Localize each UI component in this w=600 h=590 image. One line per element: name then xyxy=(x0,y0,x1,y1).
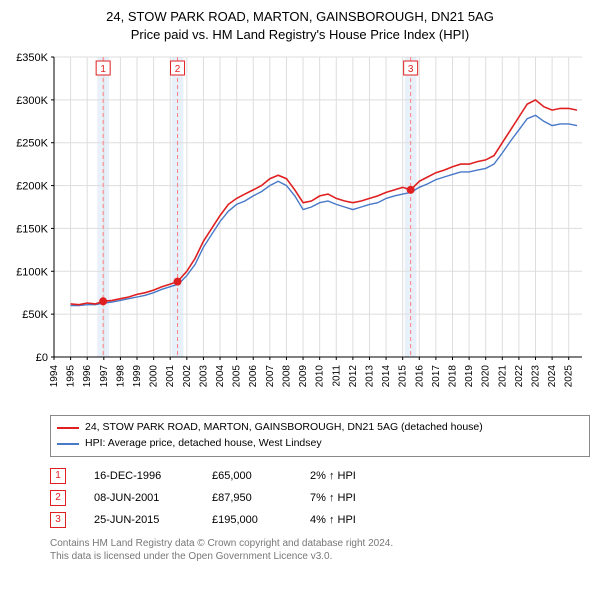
legend-swatch xyxy=(57,427,79,429)
title-line-1: 24, STOW PARK ROAD, MARTON, GAINSBOROUGH… xyxy=(10,8,590,26)
footer-line-1: Contains HM Land Registry data © Crown c… xyxy=(50,537,590,551)
event-marker-num: 1 xyxy=(100,64,106,75)
event-point xyxy=(174,278,182,286)
x-tick-label: 1995 xyxy=(66,365,77,388)
y-tick-label: £200K xyxy=(16,181,48,193)
event-row: 3 25-JUN-2015 £195,000 4% ↑ HPI xyxy=(50,509,590,531)
events-table: 1 16-DEC-1996 £65,000 2% ↑ HPI 2 08-JUN-2001 £… xyxy=(50,465,590,531)
x-tick-label: 2021 xyxy=(497,365,508,388)
x-tick-label: 2024 xyxy=(547,365,558,388)
x-tick-label: 2007 xyxy=(265,365,276,388)
event-row-marker: 3 xyxy=(50,512,66,528)
event-row-price: £195,000 xyxy=(212,509,282,531)
event-row-pct: 2% ↑ HPI xyxy=(310,465,380,487)
x-tick-label: 2009 xyxy=(298,365,309,388)
event-row-price: £65,000 xyxy=(212,465,282,487)
event-row-pct: 4% ↑ HPI xyxy=(310,509,380,531)
x-tick-label: 1994 xyxy=(49,365,60,388)
y-tick-label: £350K xyxy=(16,52,48,64)
x-tick-label: 2012 xyxy=(348,365,359,388)
footer-line-2: This data is licensed under the Open Gov… xyxy=(50,550,590,564)
y-tick-label: £300K xyxy=(16,95,48,107)
x-tick-label: 2010 xyxy=(315,365,326,388)
x-tick-label: 1998 xyxy=(115,365,126,388)
x-tick-label: 2022 xyxy=(514,365,525,388)
x-tick-label: 2014 xyxy=(381,365,392,388)
y-tick-label: £250K xyxy=(16,138,48,150)
event-marker-num: 3 xyxy=(408,64,414,75)
x-tick-label: 2004 xyxy=(215,365,226,388)
chart-svg: 1 2 3 £0 £50K £100K £150K £200K £250K £300K £350K 1… xyxy=(10,49,590,409)
legend-row: 24, STOW PARK ROAD, MARTON, GAINSBOROUGH… xyxy=(57,420,583,436)
x-tick-label: 1997 xyxy=(99,365,110,388)
x-tick-label: 2005 xyxy=(232,365,243,388)
chart-area: 1 2 3 £0 £50K £100K £150K £200K £250K £300K £350K 1… xyxy=(10,49,590,409)
event-row-date: 08-JUN-2001 xyxy=(94,487,184,509)
legend-swatch xyxy=(57,443,79,445)
event-point xyxy=(99,297,107,305)
legend-row: HPI: Average price, detached house, West… xyxy=(57,436,583,452)
event-row: 1 16-DEC-1996 £65,000 2% ↑ HPI xyxy=(50,465,590,487)
x-tick-label: 2002 xyxy=(182,365,193,388)
legend-label: HPI: Average price, detached house, West… xyxy=(85,436,322,452)
x-tick-label: 2006 xyxy=(248,365,259,388)
y-tick-label: £50K xyxy=(22,309,48,321)
x-tick-label: 2020 xyxy=(481,365,492,388)
legend: 24, STOW PARK ROAD, MARTON, GAINSBOROUGH… xyxy=(50,415,590,457)
event-row-date: 25-JUN-2015 xyxy=(94,509,184,531)
x-tick-label: 2018 xyxy=(447,365,458,388)
x-tick-label: 1996 xyxy=(82,365,93,388)
x-tick-label: 2013 xyxy=(364,365,375,388)
x-tick-label: 2011 xyxy=(331,365,342,387)
x-tick-label: 2016 xyxy=(414,365,425,388)
event-row-marker: 2 xyxy=(50,490,66,506)
x-tick-label: 2000 xyxy=(149,365,160,388)
y-tick-label: £100K xyxy=(16,266,48,278)
x-tick-label: 2001 xyxy=(165,365,176,388)
event-row-pct: 7% ↑ HPI xyxy=(310,487,380,509)
event-row: 2 08-JUN-2001 £87,950 7% ↑ HPI xyxy=(50,487,590,509)
footer-note: Contains HM Land Registry data © Crown c… xyxy=(50,537,590,564)
event-point xyxy=(407,186,415,194)
legend-label: 24, STOW PARK ROAD, MARTON, GAINSBOROUGH… xyxy=(85,420,483,436)
x-tick-label: 1999 xyxy=(132,365,143,388)
x-tick-label: 2008 xyxy=(281,365,292,388)
event-row-marker: 1 xyxy=(50,468,66,484)
chart-title-block: 24, STOW PARK ROAD, MARTON, GAINSBOROUGH… xyxy=(10,8,590,43)
y-tick-label: £0 xyxy=(36,352,48,364)
x-tick-label: 2023 xyxy=(531,365,542,388)
x-tick-label: 2015 xyxy=(398,365,409,388)
x-tick-label: 2003 xyxy=(198,365,209,388)
event-marker-num: 2 xyxy=(175,64,181,75)
event-row-date: 16-DEC-1996 xyxy=(94,465,184,487)
x-tick-label: 2025 xyxy=(564,365,575,388)
x-tick-label: 2017 xyxy=(431,365,442,388)
event-row-price: £87,950 xyxy=(212,487,282,509)
title-line-2: Price paid vs. HM Land Registry's House … xyxy=(10,26,590,44)
y-tick-label: £150K xyxy=(16,224,48,236)
x-tick-label: 2019 xyxy=(464,365,475,388)
